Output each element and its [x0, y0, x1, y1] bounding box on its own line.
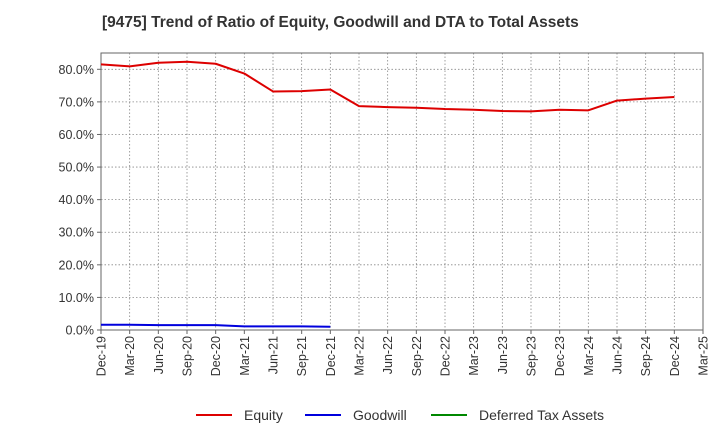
legend-label-equity: Equity [244, 407, 283, 423]
x-tick-label: Mar-24 [582, 336, 596, 376]
x-tick-label: Jun-21 [267, 336, 281, 374]
x-tick-label: Jun-22 [381, 336, 395, 374]
y-tick-label: 20.0% [59, 258, 94, 272]
x-tick-label: Sep-22 [410, 336, 424, 376]
x-tick-label: Jun-24 [611, 336, 625, 374]
legend-label-deferred-tax-assets: Deferred Tax Assets [479, 407, 605, 423]
legend-item-goodwill: Goodwill [305, 404, 407, 426]
y-tick-label: 0.0% [66, 324, 95, 338]
x-tick-label: Dec-22 [439, 336, 453, 376]
legend-swatch-deferred-tax-assets [431, 414, 467, 416]
series-line-equity [100, 60, 675, 113]
legend-swatch-goodwill [305, 414, 341, 416]
y-tick-label: 10.0% [59, 291, 94, 305]
x-tick-label: Mar-21 [238, 336, 252, 376]
x-tick-label: Dec-24 [668, 336, 682, 376]
x-tick-label: Mar-23 [467, 336, 481, 376]
x-tick-label: Sep-20 [181, 336, 195, 376]
x-tick-label: Dec-20 [209, 336, 223, 376]
y-tick-label: 70.0% [59, 95, 94, 109]
plot-frame [100, 52, 704, 331]
legend-label-goodwill: Goodwill [353, 407, 407, 423]
y-tick-label: 40.0% [59, 193, 94, 207]
x-tick-label: Dec-19 [95, 336, 109, 376]
x-tick-label: Sep-23 [525, 336, 539, 376]
x-tick-label: Mar-22 [353, 336, 367, 376]
legend-swatch-equity [196, 414, 232, 416]
x-tick-label: Sep-24 [639, 336, 653, 376]
y-tick-label: 50.0% [59, 161, 94, 175]
chart-title: [9475] Trend of Ratio of Equity, Goodwil… [102, 14, 579, 31]
y-tick-label: 80.0% [59, 63, 94, 77]
y-tick-label: 30.0% [59, 226, 94, 240]
x-tick-label: Jun-23 [496, 336, 510, 374]
legend-item-deferred-tax-assets: Deferred Tax Assets [431, 404, 604, 426]
legend-item-equity: Equity [196, 404, 283, 426]
y-tick-label: 60.0% [59, 128, 94, 142]
series-line-goodwill [101, 323, 331, 328]
chart-legend: Equity Goodwill Deferred Tax Assets [0, 404, 720, 426]
x-tick-label: Sep-21 [295, 336, 309, 376]
x-tick-label: Dec-21 [324, 336, 338, 376]
x-tick-label: Jun-20 [152, 336, 166, 374]
x-tick-label: Mar-25 [697, 336, 711, 376]
x-tick-label: Mar-20 [123, 336, 137, 376]
x-tick-label: Dec-23 [553, 336, 567, 376]
